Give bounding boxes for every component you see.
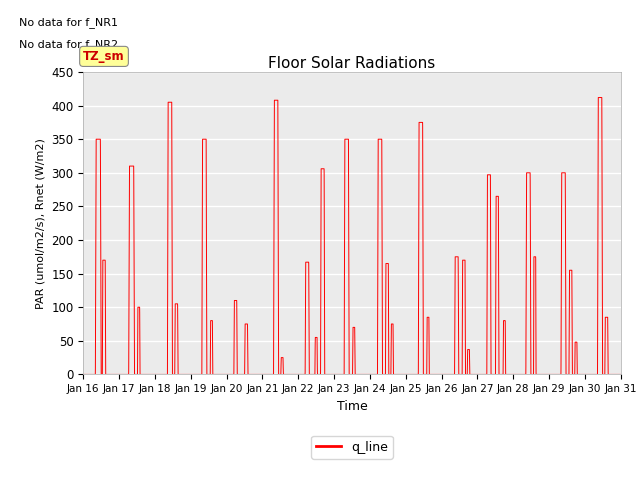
Text: No data for f_NR1: No data for f_NR1	[19, 18, 118, 28]
Legend: q_line: q_line	[311, 436, 393, 459]
Title: Floor Solar Radiations: Floor Solar Radiations	[268, 56, 436, 71]
Y-axis label: PAR (umol/m2/s), Rnet (W/m2): PAR (umol/m2/s), Rnet (W/m2)	[36, 138, 45, 309]
Text: No data for f_NR2: No data for f_NR2	[19, 39, 118, 49]
X-axis label: Time: Time	[337, 400, 367, 413]
Text: TZ_sm: TZ_sm	[83, 50, 125, 63]
